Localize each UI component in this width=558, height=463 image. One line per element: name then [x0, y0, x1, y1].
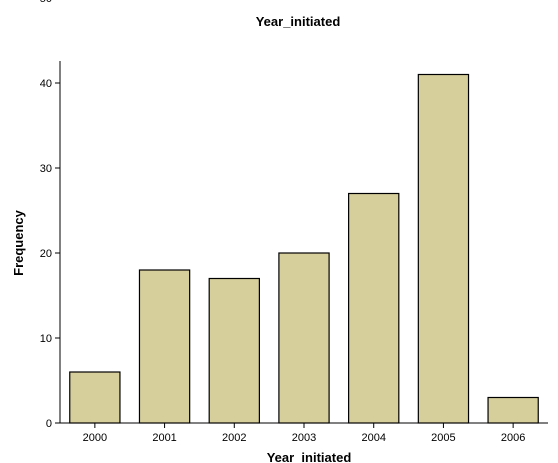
- x-tick-label: 2001: [152, 432, 176, 444]
- bar-2004: [348, 192, 400, 424]
- y-tick-label: 10: [40, 333, 52, 345]
- y-tick-label: 40: [40, 78, 52, 90]
- x-axis-title: Year_initiated: [267, 450, 352, 463]
- x-tick-label: 2005: [431, 432, 455, 444]
- y-tick-label: 0: [46, 418, 52, 430]
- x-tick-label: 2006: [501, 432, 525, 444]
- y-tick-label: 20: [40, 248, 52, 260]
- x-tick-label: 2003: [292, 432, 316, 444]
- x-tick-label: 2000: [83, 432, 107, 444]
- bar-2003: [278, 252, 330, 424]
- y-axis: 0 10 20 30 40 50: [40, 0, 60, 430]
- bars: [69, 73, 539, 424]
- x-axis: 2000 2001 2002 2003 2004 2005 2006: [83, 423, 525, 444]
- bar-2005: [417, 73, 470, 424]
- bar-2002: [208, 277, 260, 424]
- x-tick-label: 2004: [361, 432, 385, 444]
- chart-title: Year_initiated: [256, 14, 341, 29]
- bar-2000: [69, 371, 121, 424]
- x-tick-label: 2002: [222, 432, 246, 444]
- y-tick-label: 50: [40, 0, 52, 5]
- bar-2001: [138, 269, 191, 424]
- y-tick-label: 30: [40, 163, 52, 175]
- y-axis-title: Frequency: [11, 209, 26, 276]
- bar-2006: [487, 396, 539, 424]
